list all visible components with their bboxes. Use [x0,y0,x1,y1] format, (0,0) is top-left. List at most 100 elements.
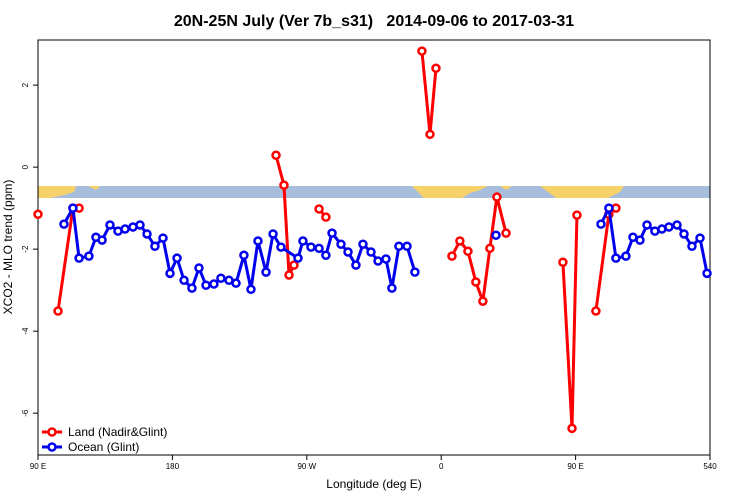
point [604,203,614,213]
point [387,283,397,293]
point [358,239,368,249]
point [491,230,501,240]
point [284,270,294,280]
point [271,150,281,160]
point [97,235,107,245]
point [158,233,168,243]
point [120,224,130,234]
point [327,228,337,238]
point [201,280,211,290]
point [314,243,324,254]
point [431,63,441,74]
series-line [62,203,709,291]
y-axis-label: XCO2 - MLO trend (ppm) [1,180,15,315]
point [142,229,152,239]
point [172,253,182,263]
x-tick-label: 540 [703,462,717,471]
point [321,212,331,222]
x-tick-label: 180 [166,462,180,471]
y-tick-label: -2 [21,245,30,253]
legend-marker [47,427,57,437]
point [343,247,353,257]
point [293,253,303,263]
point [105,220,115,230]
point [231,278,241,288]
point [381,254,391,264]
point [216,273,226,284]
point [150,241,160,252]
point [417,46,427,56]
point [289,260,299,270]
point [485,243,495,254]
point [246,284,256,295]
point [410,267,420,277]
point [402,241,412,252]
point [314,204,324,214]
point [621,251,631,261]
point [336,239,346,249]
point [702,268,712,279]
point [194,263,204,273]
point [642,220,652,230]
chart-title: 20N-25N July (Ver 7b_s31) 2014-09-06 to … [174,13,574,30]
point [687,241,697,252]
point [501,228,511,238]
point [366,247,376,257]
x-tick-label: 90 E [30,462,46,471]
point [351,260,361,270]
point [268,229,278,239]
point [276,242,286,252]
series [59,203,712,295]
point [394,241,404,252]
map-strip [38,186,710,198]
legend-marker [47,442,57,452]
point [298,236,308,246]
point [239,250,249,261]
point [68,203,78,213]
point [261,267,271,277]
point [447,251,457,261]
point [596,219,606,229]
point [33,209,43,220]
point [373,256,383,266]
x-axis-label: Longitude (deg E) [326,477,421,491]
point [84,251,94,261]
point [679,229,689,239]
point [187,283,197,293]
point [253,236,263,246]
y-tick-label: 0 [21,164,30,169]
point [306,242,316,252]
point [664,222,674,232]
point [179,275,189,286]
point [321,250,331,261]
point [591,306,601,316]
point [53,306,63,316]
point [74,253,84,263]
point [165,268,175,279]
point [279,180,289,190]
point [59,219,69,229]
legend-label: Land (Nadir&Glint) [68,425,167,439]
point [558,257,568,268]
point [572,210,582,220]
point [567,423,577,434]
point [209,279,219,289]
y-tick-label: 2 [21,82,30,87]
x-tick-label: 90 E [567,462,583,471]
point [425,129,435,140]
point [635,235,645,245]
series [33,46,621,434]
point [463,246,473,256]
x-tick-label: 0 [439,462,444,471]
point [471,277,481,287]
point [478,296,488,306]
y-tick-label: -4 [21,327,30,335]
point [135,220,145,230]
legend-label: Ocean (Glint) [68,440,139,454]
y-tick-label: -6 [21,409,30,417]
point [492,192,502,202]
point [455,236,465,246]
plot-frame [37,39,711,456]
point [611,253,621,263]
